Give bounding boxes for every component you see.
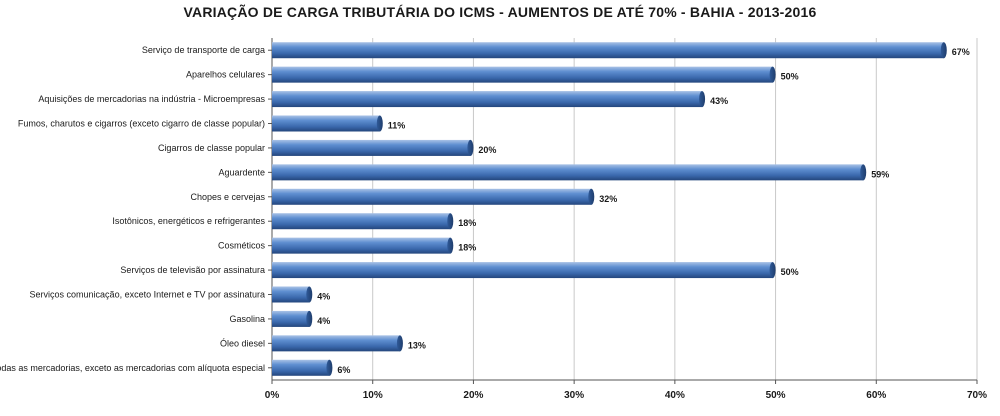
data-label: 18% xyxy=(458,218,476,228)
category-label: Serviço de transporte de carga xyxy=(142,45,265,55)
data-label: 4% xyxy=(317,316,330,326)
bar-cap xyxy=(467,139,474,156)
x-tick-label: 0% xyxy=(265,390,280,401)
data-label: 6% xyxy=(337,365,350,375)
bar-cap xyxy=(769,262,776,279)
bar xyxy=(272,237,451,254)
data-label: 4% xyxy=(317,292,330,302)
category-label: Aguardente xyxy=(218,167,265,177)
bar-cap xyxy=(306,286,313,303)
bar xyxy=(272,359,330,376)
category-label: Chopes e cervejas xyxy=(190,192,265,202)
bar xyxy=(272,66,773,83)
bars xyxy=(272,42,947,376)
bar-cap xyxy=(860,164,867,181)
labels: 0% 10% 20% 30% 40% 50% 60% 70% Serviço de transp… xyxy=(0,45,987,401)
x-tick-label: 50% xyxy=(766,390,786,401)
data-label: 43% xyxy=(710,96,728,106)
bar-cap xyxy=(326,359,333,376)
x-tick-label: 10% xyxy=(363,390,383,401)
data-label: 59% xyxy=(871,169,889,179)
category-label: Serviços comunicação, exceto Internet e … xyxy=(30,290,265,300)
x-tick-label: 20% xyxy=(463,390,483,401)
x-tick-label: 30% xyxy=(564,390,584,401)
bar-cap xyxy=(376,115,383,132)
data-label: 18% xyxy=(458,243,476,253)
category-label: Óleo diesel xyxy=(220,338,265,348)
data-label: 50% xyxy=(781,72,799,82)
bar xyxy=(272,286,310,303)
category-label: Isotônicos, energéticos e refrigerantes xyxy=(112,216,265,226)
bar-cap xyxy=(396,335,403,352)
bar xyxy=(272,139,471,156)
data-label: 32% xyxy=(599,194,617,204)
axes xyxy=(268,38,978,384)
data-label: 11% xyxy=(388,121,406,131)
bar-cap xyxy=(940,42,947,59)
bar-cap xyxy=(699,91,706,108)
category-label: Gasolina xyxy=(229,314,265,324)
bar xyxy=(272,335,400,352)
bar xyxy=(272,310,310,327)
bar xyxy=(272,213,451,230)
bar xyxy=(272,42,944,59)
bar-cap xyxy=(769,66,776,83)
bar-cap xyxy=(306,310,313,327)
bar xyxy=(272,115,380,132)
data-label: 67% xyxy=(952,47,970,57)
data-label: 50% xyxy=(781,267,799,277)
x-tick-label: 60% xyxy=(866,390,886,401)
grid-lines xyxy=(372,38,978,380)
bar xyxy=(272,91,703,108)
bar xyxy=(272,188,592,205)
bar xyxy=(272,262,773,279)
chart-title: VARIAÇÃO DE CARGA TRIBUTÁRIA DO ICMS - A… xyxy=(183,4,817,20)
bar xyxy=(272,164,864,181)
category-label: Cigarros de classe popular xyxy=(158,143,265,153)
category-label: Todas as mercadorias, exceto as mercador… xyxy=(0,363,265,373)
bar-cap xyxy=(447,237,454,254)
category-label: Cosméticos xyxy=(218,241,266,251)
data-label: 20% xyxy=(478,145,496,155)
bar-cap xyxy=(447,213,454,230)
category-label: Serviços de televisão por assinatura xyxy=(120,265,265,275)
category-label: Aquisições de mercadorias na indústria -… xyxy=(38,94,265,104)
category-label: Aparelhos celulares xyxy=(186,70,266,80)
bar-cap xyxy=(588,188,595,205)
data-label: 13% xyxy=(408,340,426,350)
category-label: Fumos, charutos e cigarros (exceto cigar… xyxy=(18,119,265,129)
x-tick-label: 70% xyxy=(967,390,987,401)
x-tick-label: 40% xyxy=(665,390,685,401)
